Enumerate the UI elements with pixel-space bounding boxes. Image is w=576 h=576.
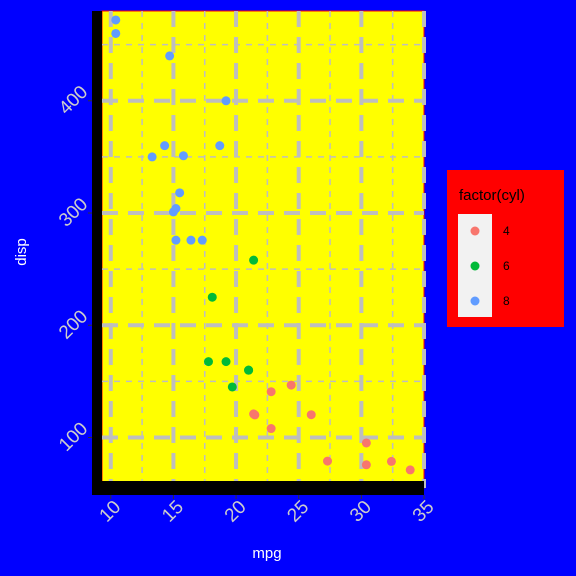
x-axis-line (92, 481, 424, 495)
data-point-cyl-4 (323, 456, 333, 466)
data-point-cyl-6 (203, 357, 213, 367)
data-point-cyl-6 (207, 292, 217, 302)
legend-entries: 4 6 8 (470, 224, 510, 308)
data-point-cyl-6 (244, 365, 254, 375)
data-point-cyl-4 (286, 380, 296, 390)
data-point-cyl-8 (165, 51, 175, 61)
data-point-cyl-8 (111, 28, 121, 38)
legend-label-cyl-4: 4 (503, 224, 510, 238)
data-point-cyl-4 (361, 438, 371, 448)
plot-panel (101, 10, 425, 489)
legend-key-cyl-4 (470, 226, 480, 236)
data-point-cyl-4 (249, 409, 259, 419)
data-point-cyl-8 (186, 235, 196, 245)
data-point-cyl-6 (249, 255, 259, 265)
data-point-cyl-8 (221, 96, 231, 106)
data-point-cyl-8 (175, 188, 185, 198)
data-point-cyl-4 (266, 387, 276, 397)
y-axis-line (92, 11, 102, 495)
data-point-cyl-4 (405, 465, 415, 475)
data-point-cyl-8 (171, 235, 181, 245)
legend-key-cyl-6 (470, 261, 480, 271)
data-points (111, 15, 415, 475)
legend: factor(cyl) 4 6 8 (447, 170, 564, 327)
legend-title: factor(cyl) (459, 187, 525, 204)
data-point-cyl-8 (178, 151, 188, 161)
data-point-cyl-8 (111, 15, 121, 25)
data-point-cyl-8 (168, 207, 178, 217)
data-point-cyl-8 (197, 235, 207, 245)
legend-label-cyl-8: 8 (503, 294, 510, 308)
data-point-cyl-4 (266, 424, 276, 434)
legend-key-cyl-8 (470, 296, 480, 306)
minor-gridlines (102, 11, 424, 488)
data-point-cyl-8 (147, 152, 157, 162)
data-point-cyl-8 (215, 141, 225, 151)
data-point-cyl-6 (221, 357, 231, 367)
y-axis-title: disp (13, 238, 30, 266)
data-point-cyl-4 (386, 456, 396, 466)
legend-label-cyl-6: 6 (503, 259, 510, 273)
data-point-cyl-6 (227, 382, 237, 392)
x-axis-title: mpg (252, 545, 281, 562)
major-gridlines (102, 11, 426, 488)
data-point-cyl-8 (160, 141, 170, 151)
data-point-cyl-4 (306, 410, 316, 420)
data-point-cyl-4 (361, 460, 371, 470)
